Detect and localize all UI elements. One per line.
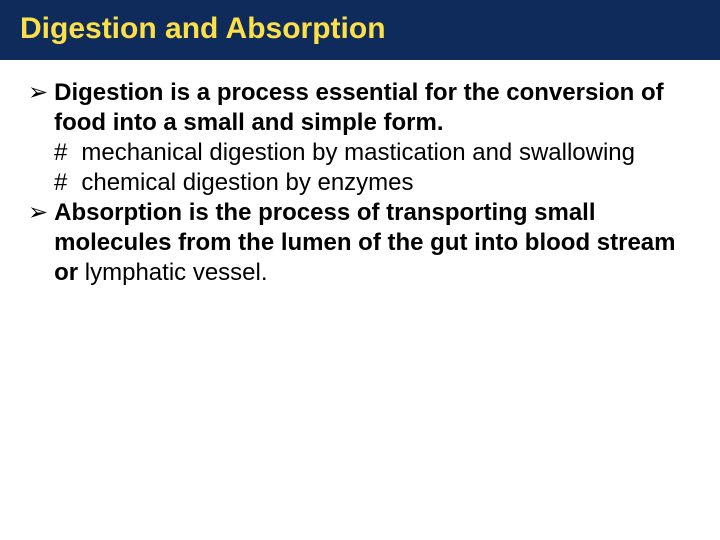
point1-sub1-text: mechanical digestion by mastication and …	[81, 138, 692, 168]
arrow-icon: ➢	[28, 78, 48, 138]
sub-bullet: # chemical digestion by enzymes	[28, 168, 692, 198]
point2-rest: lymphatic vessel.	[78, 259, 267, 286]
hash-icon: #	[54, 168, 67, 198]
slide-header: Digestion and Absorption	[0, 0, 720, 60]
slide-body: ➢ Digestion is a process essential for t…	[0, 60, 720, 288]
point-digestion: ➢ Digestion is a process essential for t…	[28, 78, 692, 198]
sub-bullet: # mechanical digestion by mastication an…	[28, 138, 692, 168]
point1-text: Digestion is a process essential for the…	[54, 78, 692, 138]
slide-title: Digestion and Absorption	[20, 12, 700, 46]
main-bullet: ➢ Absorption is the process of transport…	[28, 198, 692, 288]
arrow-icon: ➢	[28, 198, 48, 288]
point-absorption: ➢ Absorption is the process of transport…	[28, 198, 692, 288]
hash-icon: #	[54, 138, 67, 168]
point1-sub2-text: chemical digestion by enzymes	[81, 168, 692, 198]
point2-text: Absorption is the process of transportin…	[54, 198, 692, 288]
main-bullet: ➢ Digestion is a process essential for t…	[28, 78, 692, 138]
